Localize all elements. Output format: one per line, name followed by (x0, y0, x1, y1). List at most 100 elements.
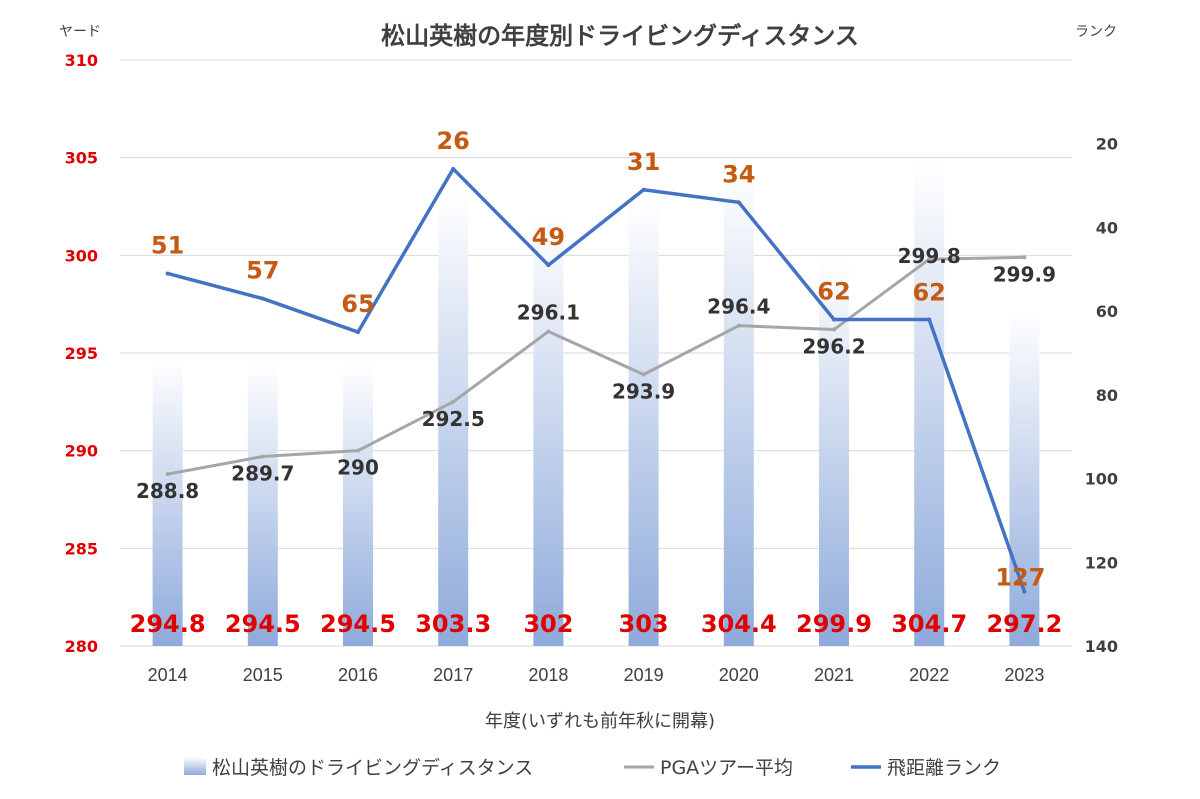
legend-pga-label: PGAツアー平均 (660, 757, 793, 779)
distance-bar (723, 169, 754, 647)
left-tick-label: 310 (65, 51, 98, 70)
x-axis: 2014 2015 2016 2017 2018 2019 2020 2021 2022 2023 (148, 665, 1045, 685)
pga-average-point (451, 399, 456, 404)
rank-label: 31 (627, 148, 660, 176)
pga-average-label: 296.1 (517, 301, 580, 325)
distance-bar (1009, 310, 1040, 646)
rank-point (356, 330, 360, 335)
pga-average-series: 288.8 289.7 290 292.5 296.1 293.9 296.4 296.2 29… (136, 244, 1056, 503)
rank-point (260, 296, 265, 301)
distance-bar (819, 257, 849, 646)
bar-value-labels: 294.8 294.5 294.5 303.3 302 303 304.4 299.9 304.… (130, 610, 1063, 638)
distance-bar-label: 297.2 (986, 610, 1062, 638)
pga-average-point (260, 454, 265, 459)
x-tick-label: 2022 (909, 665, 949, 685)
right-tick-label: 80 (1096, 386, 1118, 405)
x-tick-label: 2015 (243, 665, 283, 685)
right-tick-label: 40 (1096, 218, 1118, 237)
right-axis-unit: ランク (1075, 24, 1117, 40)
right-axis: 20 40 60 80 100 120 140 (1085, 135, 1118, 656)
pga-average-point (546, 329, 551, 334)
pga-average-point (1022, 255, 1027, 260)
distance-bar (152, 356, 183, 646)
rank-label: 57 (246, 257, 279, 285)
rank-label: 62 (912, 279, 945, 307)
rank-point (451, 166, 456, 171)
rank-point (546, 263, 551, 268)
rank-point (736, 200, 741, 205)
gridlines (120, 59, 1072, 647)
rank-point (641, 187, 646, 192)
pga-average-point (736, 323, 741, 328)
pga-average-label: 293.9 (612, 379, 675, 403)
distance-bar (438, 190, 469, 646)
distance-bar (914, 163, 945, 646)
x-tick-label: 2014 (148, 665, 188, 685)
left-tick-label: 280 (65, 637, 98, 656)
rank-label: 26 (436, 127, 469, 155)
distance-bar-label: 294.5 (225, 610, 301, 638)
left-tick-label: 285 (65, 539, 98, 558)
pga-average-label: 292.5 (422, 407, 485, 431)
legend-rank-label: 飛距離ランク (887, 757, 1001, 779)
rank-label: 49 (532, 223, 565, 251)
pga-average-line (167, 255, 1025, 476)
bar-series (152, 163, 1040, 647)
distance-bar-label: 303 (619, 610, 669, 638)
pga-average-label: 299.9 (993, 262, 1056, 286)
right-tick-label: 140 (1085, 637, 1118, 656)
x-tick-label: 2018 (528, 665, 568, 685)
rank-label: 65 (341, 290, 374, 318)
rank-series: 51 57 65 26 49 31 34 62 62 127 (151, 127, 1045, 594)
pga-average-point (641, 372, 646, 377)
rank-label: 34 (722, 160, 755, 188)
right-tick-label: 60 (1096, 302, 1118, 321)
pga-average-label: 288.8 (136, 479, 199, 503)
distance-bar-label: 304.7 (891, 610, 967, 638)
rank-label: 51 (151, 231, 184, 259)
right-tick-label: 100 (1085, 470, 1118, 489)
left-tick-label: 290 (65, 442, 98, 461)
pga-average-label: 296.4 (707, 295, 770, 319)
rank-line (167, 167, 1027, 593)
left-tick-label: 295 (65, 344, 98, 363)
x-tick-label: 2016 (338, 665, 378, 685)
x-tick-label: 2020 (719, 665, 759, 685)
pga-average-label: 296.2 (802, 335, 865, 359)
distance-bar-label: 294.5 (320, 610, 396, 638)
rank-point (927, 317, 932, 322)
distance-bar-label: 302 (523, 610, 573, 638)
x-tick-label: 2017 (433, 665, 473, 685)
rank-label: 62 (817, 278, 850, 306)
rank-point (165, 271, 170, 276)
pga-average-point (165, 472, 170, 477)
left-tick-label: 300 (65, 246, 98, 265)
x-axis-label: 年度(いずれも前年秋に開幕) (485, 711, 715, 732)
x-tick-label: 2021 (814, 665, 854, 685)
pga-average-point (927, 257, 932, 262)
rank-label: 127 (995, 564, 1045, 592)
rank-point (1022, 589, 1027, 594)
pga-average-point (356, 448, 360, 453)
distance-bar-label: 299.9 (796, 610, 872, 638)
chart-title: 松山英樹の年度別ドライビングディスタンス (381, 22, 859, 50)
distance-bar (343, 362, 373, 646)
x-tick-label: 2019 (624, 665, 664, 685)
pga-average-label: 290 (337, 456, 379, 480)
left-axis: 280 285 290 295 300 305 310 (65, 51, 98, 656)
distance-bar (628, 196, 659, 646)
pga-average-label: 289.7 (231, 462, 294, 486)
distance-bar (247, 362, 278, 646)
left-axis-unit: ヤード (59, 24, 101, 40)
legend: 松山英樹のドライビングディスタンス PGAツアー平均 飛距離ランク (184, 757, 1001, 779)
distance-bar-label: 303.3 (415, 610, 491, 638)
legend-bar-label: 松山英樹のドライビングディスタンス (212, 757, 533, 779)
x-tick-label: 2023 (1004, 665, 1044, 685)
left-tick-label: 305 (65, 149, 98, 168)
right-tick-label: 120 (1085, 553, 1118, 572)
rank-point (832, 317, 836, 322)
right-tick-label: 20 (1096, 135, 1118, 154)
distance-bar-label: 294.8 (130, 610, 206, 638)
distance-bar (533, 216, 564, 646)
